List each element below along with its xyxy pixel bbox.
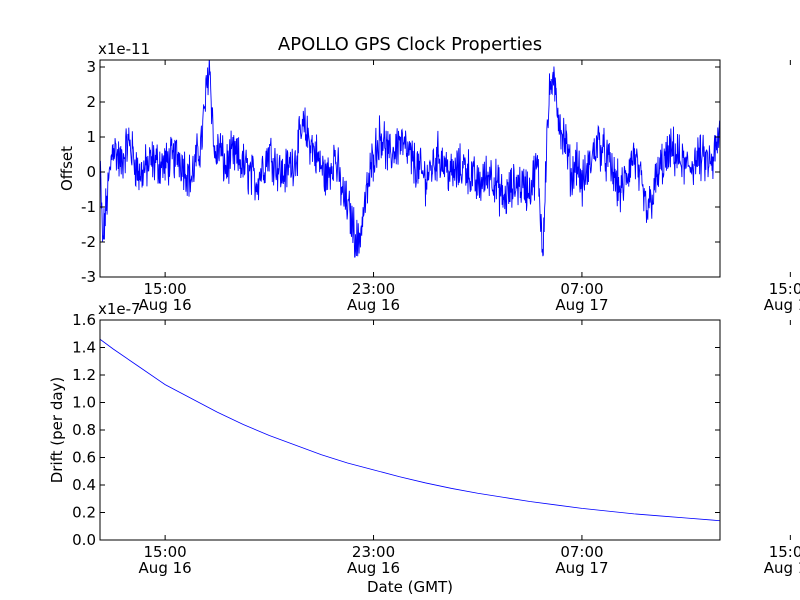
drift-ytick-label: 0.0: [72, 531, 96, 549]
offset-ytick-label: -3: [81, 268, 96, 286]
offset-xtick-label-date: Aug 17: [764, 296, 800, 314]
drift-ytick-label: 0.2: [72, 504, 96, 522]
chart-title: APOLLO GPS Clock Properties: [278, 34, 542, 55]
offset-ytick-label: 0: [86, 163, 96, 181]
offset-xtick-label-date: Aug 16: [139, 296, 192, 314]
offset-xtick-label-time: 15:00: [144, 280, 187, 298]
offset-ylabel: Offset: [58, 146, 76, 191]
drift-ytick-label: 1.4: [72, 339, 96, 357]
drift-xlabel: Date (GMT): [367, 578, 453, 596]
drift-xtick-label-date: Aug 16: [347, 559, 400, 577]
offset-multiplier-label: x1e-11: [98, 40, 150, 58]
offset-xtick-label-time: 23:00: [352, 280, 395, 298]
drift-xtick-label-time: 23:00: [352, 543, 395, 561]
drift-ytick-label: 0.6: [72, 449, 96, 467]
offset-series-line: [100, 60, 720, 258]
offset-ytick-label: -1: [81, 198, 96, 216]
drift-series-line: [100, 338, 720, 522]
drift-ylabel: Drift (per day): [48, 377, 66, 484]
drift-ytick-label: 0.8: [72, 421, 96, 439]
offset-ytick-label: 1: [86, 128, 96, 146]
drift-xtick-label-time: 15:00: [144, 543, 187, 561]
drift-ytick-label: 1.6: [72, 311, 96, 329]
offset-ytick-label: 3: [86, 58, 96, 76]
offset-xtick-label-time: 07:00: [560, 280, 603, 298]
drift-ytick-label: 0.4: [72, 476, 96, 494]
drift-ytick-label: 1.2: [72, 366, 96, 384]
offset-ytick-label: 2: [86, 93, 96, 111]
drift-xtick-label-date: Aug 16: [139, 559, 192, 577]
drift-xtick-label-date: Aug 17: [555, 559, 608, 577]
offset-ytick-label: -2: [81, 233, 96, 251]
drift-xtick-label-time: 07:00: [560, 543, 603, 561]
drift-ytick-label: 1.0: [72, 394, 96, 412]
offset-axes-frame: [99, 59, 721, 278]
drift-xtick-label-time: 15:00: [769, 543, 800, 561]
offset-xtick-label-date: Aug 16: [347, 296, 400, 314]
drift-xtick-label-date: Aug 17: [764, 559, 800, 577]
drift-multiplier-label: x1e-7: [98, 300, 141, 318]
offset-xtick-label-time: 15:00: [769, 280, 800, 298]
offset-xtick-label-date: Aug 17: [555, 296, 608, 314]
